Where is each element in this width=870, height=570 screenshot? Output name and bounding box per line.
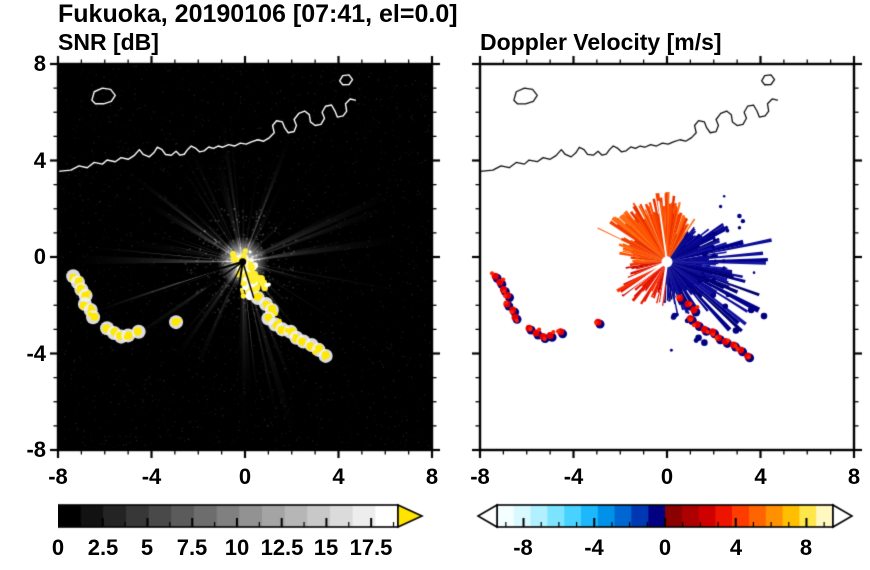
cbar-tick-label: 17.5 <box>349 535 393 560</box>
cbar-tick-label: 5 <box>140 535 154 560</box>
cbar-tick-label: 7.5 <box>176 535 208 560</box>
x-tick-label: 8 <box>847 464 861 489</box>
snr-colorbar <box>58 502 432 530</box>
x-tick-label: -4 <box>141 464 162 489</box>
x-tick-label: 4 <box>754 464 767 489</box>
cbar-tick-label: 2.5 <box>87 535 119 560</box>
cbar-tick-label: -8 <box>513 535 533 560</box>
x-tick-label: -8 <box>48 464 68 489</box>
figure-title: Fukuoka, 20190106 [07:41, el=0.0] <box>58 0 458 28</box>
y-tick-label: 8 <box>33 51 46 76</box>
y-tick-label: 0 <box>33 244 46 269</box>
y-tick-label: -4 <box>26 340 46 366</box>
doppler-plot-canvas <box>468 52 866 462</box>
y-tick-label: -8 <box>26 437 46 462</box>
x-tick-label: 0 <box>238 464 252 489</box>
snr-panel-title: SNR [dB] <box>58 29 159 55</box>
x-tick-label: 8 <box>425 464 439 489</box>
cbar-tick-label: 0 <box>658 535 672 560</box>
doppler-colorbar <box>475 502 855 530</box>
snr-plot-canvas <box>46 52 444 462</box>
cbar-tick-label: 12.5 <box>260 535 304 560</box>
x-tick-label: -8 <box>470 464 490 489</box>
cbar-tick-label: 10 <box>224 535 250 560</box>
cbar-tick-label: 0 <box>51 535 65 560</box>
x-tick-label: 0 <box>660 464 674 489</box>
cbar-tick-label: -4 <box>584 535 604 560</box>
x-tick-label: 4 <box>332 464 345 489</box>
cbar-tick-label: 15 <box>313 535 339 560</box>
cbar-tick-label: 8 <box>799 535 813 560</box>
x-tick-label: -4 <box>563 464 584 489</box>
doppler-panel-title: Doppler Velocity [m/s] <box>480 29 722 55</box>
y-tick-label: 4 <box>33 147 46 173</box>
cbar-tick-label: 4 <box>729 535 743 560</box>
